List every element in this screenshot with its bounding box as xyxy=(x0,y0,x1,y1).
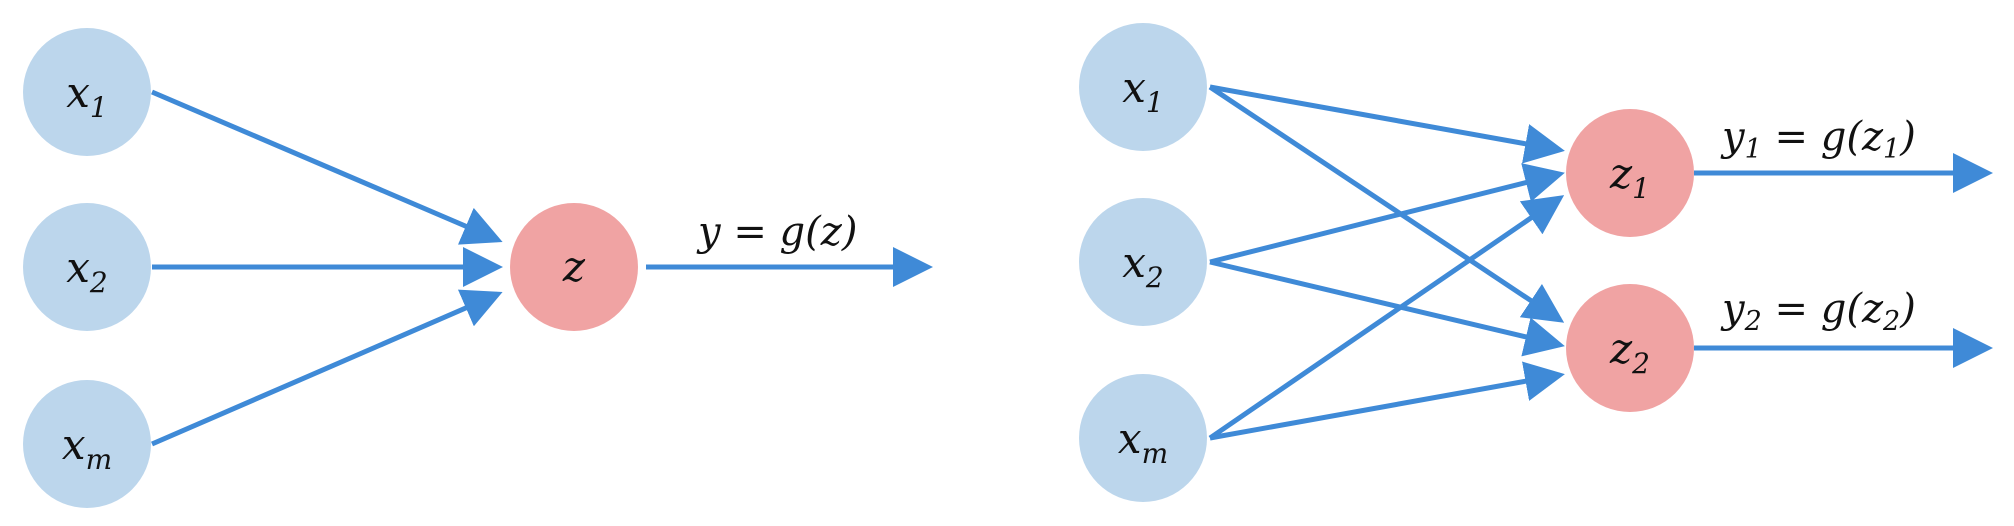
svg-text:x1: x1 xyxy=(1122,63,1164,119)
svg-text:z: z xyxy=(562,242,586,291)
right-network: x1 x2 xm z1 z2 xyxy=(1079,23,1993,502)
output-node-z2: z2 xyxy=(1566,284,1694,412)
edge-x1-to-z1 xyxy=(1209,84,1565,164)
left-network: x1 x2 xm z y = g(z) xyxy=(23,28,933,508)
edge-xm-to-z2 xyxy=(1209,361,1565,441)
equation-y2-g-z2: y2 = g(z2) xyxy=(1720,286,1916,337)
edge-x1-to-z xyxy=(151,89,503,245)
svg-text:z2: z2 xyxy=(1609,324,1650,380)
edge-xm-to-z xyxy=(151,289,503,447)
input-node-xm: xm xyxy=(23,380,151,508)
output-node-z1: z1 xyxy=(1566,109,1694,237)
input-node-x2: x2 xyxy=(23,203,151,331)
svg-text:x2: x2 xyxy=(66,243,108,299)
edge-x2-to-z2 xyxy=(1209,259,1565,357)
equation-y1-g-z1: y1 = g(z1) xyxy=(1720,114,1916,165)
svg-text:xm: xm xyxy=(62,420,112,476)
svg-text:x2: x2 xyxy=(1122,238,1164,294)
input-node-xm-right: xm xyxy=(1079,374,1207,502)
edge-x1-to-z2 xyxy=(1208,84,1565,323)
input-node-x1: x1 xyxy=(23,28,151,156)
input-node-x2-right: x2 xyxy=(1079,198,1207,326)
input-node-x1-right: x1 xyxy=(1079,23,1207,151)
svg-text:z1: z1 xyxy=(1609,149,1650,205)
output-node-z: z xyxy=(510,203,638,331)
edge-xm-to-z1 xyxy=(1208,195,1565,441)
equation-y-g-z: y = g(z) xyxy=(696,209,857,255)
svg-text:xm: xm xyxy=(1118,414,1168,470)
svg-text:x1: x1 xyxy=(66,68,108,124)
edge-x2-to-z1 xyxy=(1209,163,1565,265)
